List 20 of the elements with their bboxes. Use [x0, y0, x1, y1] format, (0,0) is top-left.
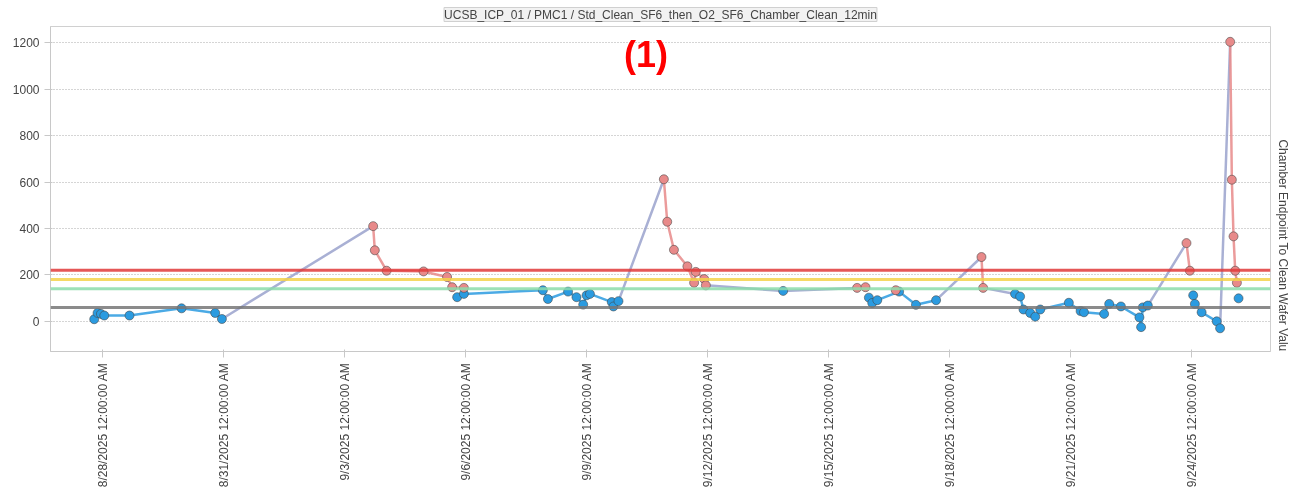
x-tick-label: 9/6/2025 12:00:00 AM [458, 363, 473, 481]
x-tick-label: 9/18/2025 12:00:00 AM [942, 363, 957, 488]
y-tick-label: 1200 [12, 36, 40, 51]
x-tick-label: 9/15/2025 12:00:00 AM [821, 363, 836, 488]
y-tick-label: 200 [19, 268, 40, 283]
y2-axis-title: Chamber Endpoint To Clean Wafer Valu [1275, 139, 1290, 352]
x-tick-label: 9/21/2025 12:00:00 AM [1063, 363, 1078, 488]
y-tick-label: 1000 [12, 82, 40, 97]
x-tick-label: 9/12/2025 12:00:00 AM [700, 363, 715, 488]
y-tick-label: 800 [19, 129, 40, 144]
x-tick-label: 9/24/2025 12:00:00 AM [1184, 363, 1199, 488]
x-tick-label: 9/9/2025 12:00:00 AM [579, 363, 594, 481]
y-tick-label: 0 [32, 314, 40, 329]
annotation: (1) [623, 34, 668, 76]
x-tick-label: 8/31/2025 12:00:00 AM [216, 363, 231, 488]
x-tick-label: 9/3/2025 12:00:00 AM [337, 363, 352, 481]
y-tick-label: 400 [19, 221, 40, 236]
x-tick-label: 8/28/2025 12:00:00 AM [95, 363, 110, 488]
y-tick-label: 600 [19, 175, 40, 190]
chart-title: UCSB_ICP_01 / PMC1 / Std_Clean_SF6_then_O2_SF6_Chamber_Clean_12min [444, 7, 877, 22]
